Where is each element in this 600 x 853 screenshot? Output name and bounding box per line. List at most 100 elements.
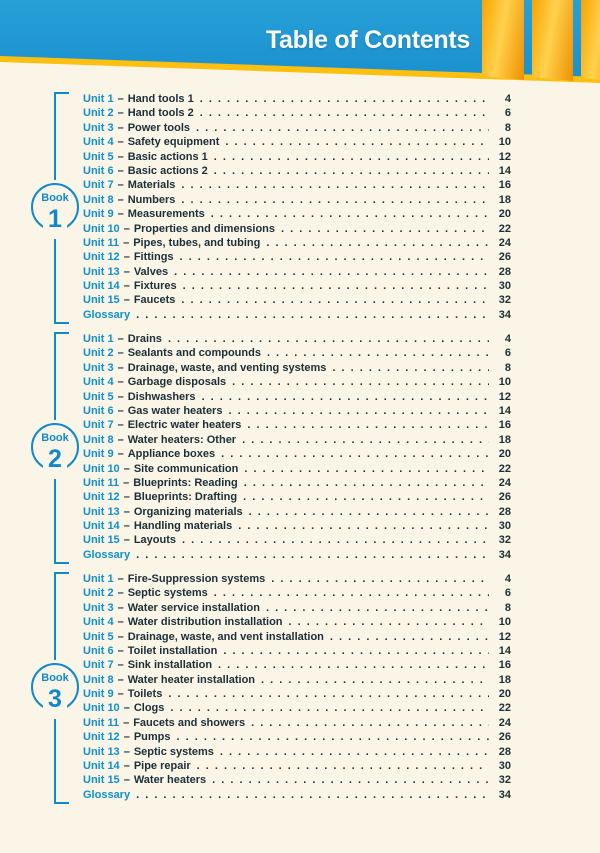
separator: – xyxy=(123,702,130,715)
toc-entry: Unit 13 – Valves 28 xyxy=(83,265,511,279)
separator: – xyxy=(117,93,124,105)
page-number: 30 xyxy=(498,760,511,773)
page-number: 16 xyxy=(498,659,511,672)
toc-entry: Unit 11 – Pipes, tubes, and tubing 24 xyxy=(83,236,511,250)
entry-title: Septic systems xyxy=(133,745,214,758)
separator: – xyxy=(117,347,124,360)
dot-leader xyxy=(243,490,489,504)
unit-label: Unit 8 xyxy=(83,193,114,206)
page-number: 14 xyxy=(498,644,511,657)
toc-entry: Unit 2 – Sealants and compounds 6 xyxy=(83,346,511,360)
page-number: 22 xyxy=(498,462,511,475)
separator: – xyxy=(123,745,130,758)
book-badge: Book 3 xyxy=(31,662,79,712)
unit-label: Unit 9 xyxy=(83,688,114,701)
page-number: 6 xyxy=(504,587,511,600)
toc-entry: Unit 12 – Fittings 26 xyxy=(83,250,511,264)
separator: – xyxy=(117,376,124,389)
toc-entry: Unit 10 – Properties and dimensions 22 xyxy=(83,222,511,236)
page-number: 20 xyxy=(498,688,511,701)
entry-title: Drainage, waste, and vent installation xyxy=(127,630,324,643)
entry-title: Appliance boxes xyxy=(127,448,216,461)
toc-entry: Unit 11 – Faucets and showers 24 xyxy=(83,716,511,730)
unit-label: Glossary xyxy=(83,308,131,321)
entry-title: Pipe repair xyxy=(133,760,191,773)
accent-bar-icon xyxy=(482,0,524,80)
toc-entry: Unit 12 – Pumps 26 xyxy=(83,730,511,744)
dot-leader xyxy=(232,375,489,389)
unit-label: Unit 13 xyxy=(83,265,120,278)
dot-leader xyxy=(181,193,489,207)
separator: – xyxy=(123,294,130,307)
toc-entry: Unit 9 – Toilets 20 xyxy=(83,687,511,701)
unit-label: Unit 1 xyxy=(83,332,114,345)
dot-leader xyxy=(220,745,489,759)
toc-entry: Unit 7 – Sink installation 16 xyxy=(83,658,511,672)
book-badge-number: 1 xyxy=(43,207,67,232)
entry-title: Water heater installation xyxy=(127,673,256,686)
entry-title: Numbers xyxy=(127,193,176,206)
dot-leader xyxy=(174,265,489,279)
unit-label: Unit 13 xyxy=(83,505,120,518)
unit-label: Unit 7 xyxy=(83,179,114,192)
dot-leader xyxy=(244,476,489,490)
dot-leader xyxy=(136,788,489,802)
toc-entry: Unit 4 – Safety equipment 10 xyxy=(83,135,511,149)
unit-label: Unit 6 xyxy=(83,404,114,417)
table-of-contents: Book 1 Unit 1 – Hand tools 1 4 Unit 2 – … xyxy=(31,92,511,812)
dot-leader xyxy=(181,178,489,192)
book-bracket-top xyxy=(54,92,69,180)
toc-entry: Glossary 34 xyxy=(83,548,511,562)
unit-label: Unit 2 xyxy=(83,107,114,120)
separator: – xyxy=(117,419,124,432)
page-number: 10 xyxy=(498,616,511,629)
toc-entry: Unit 5 – Dishwashers 12 xyxy=(83,390,511,404)
accent-bar-icon xyxy=(581,0,600,82)
toc-entry: Unit 12 – Blueprints: Drafting 26 xyxy=(83,490,511,504)
dot-leader xyxy=(200,106,489,120)
separator: – xyxy=(123,760,130,773)
page-number: 8 xyxy=(504,601,511,614)
unit-label: Unit 15 xyxy=(83,534,120,547)
dot-leader xyxy=(332,361,489,375)
dot-leader xyxy=(218,658,489,672)
unit-label: Unit 10 xyxy=(83,222,120,235)
accent-bar-icon xyxy=(532,0,573,81)
entry-title: Electric water heaters xyxy=(127,419,242,432)
unit-label: Unit 3 xyxy=(83,361,114,374)
dot-leader xyxy=(271,572,489,586)
entry-title: Fixtures xyxy=(133,280,177,293)
book-badge: Book 1 xyxy=(31,183,79,232)
page-number: 16 xyxy=(498,419,511,432)
dot-leader xyxy=(214,150,489,164)
entry-title: Basic actions 1 xyxy=(127,150,208,163)
separator: – xyxy=(123,280,130,293)
entry-title: Water heaters xyxy=(133,774,207,787)
page-number: 34 xyxy=(498,788,511,801)
dot-leader xyxy=(202,390,489,404)
entry-title: Measurements xyxy=(127,208,205,221)
unit-label: Unit 1 xyxy=(83,93,114,105)
dot-leader xyxy=(261,673,489,687)
page-number: 8 xyxy=(504,121,511,134)
dot-leader xyxy=(197,759,489,773)
separator: – xyxy=(117,193,124,206)
unit-label: Unit 15 xyxy=(83,294,120,307)
unit-label: Unit 12 xyxy=(83,251,120,264)
toc-entry: Unit 6 – Basic actions 2 14 xyxy=(83,164,511,178)
dot-leader xyxy=(281,222,489,236)
entry-title: Water distribution installation xyxy=(127,616,283,629)
dot-leader xyxy=(330,630,489,644)
dot-leader xyxy=(242,433,489,447)
entry-title: Fittings xyxy=(133,251,174,264)
entry-title: Organizing materials xyxy=(133,505,243,518)
page-number: 20 xyxy=(498,448,511,461)
page-number: 6 xyxy=(504,107,511,120)
entry-title: Valves xyxy=(133,265,169,278)
entry-title: Properties and dimensions xyxy=(133,222,276,235)
unit-label: Unit 6 xyxy=(83,644,114,657)
separator: – xyxy=(117,390,124,403)
separator: – xyxy=(117,164,124,177)
toc-entry: Unit 1 – Hand tools 1 4 xyxy=(83,92,511,106)
unit-label: Unit 10 xyxy=(83,702,120,715)
